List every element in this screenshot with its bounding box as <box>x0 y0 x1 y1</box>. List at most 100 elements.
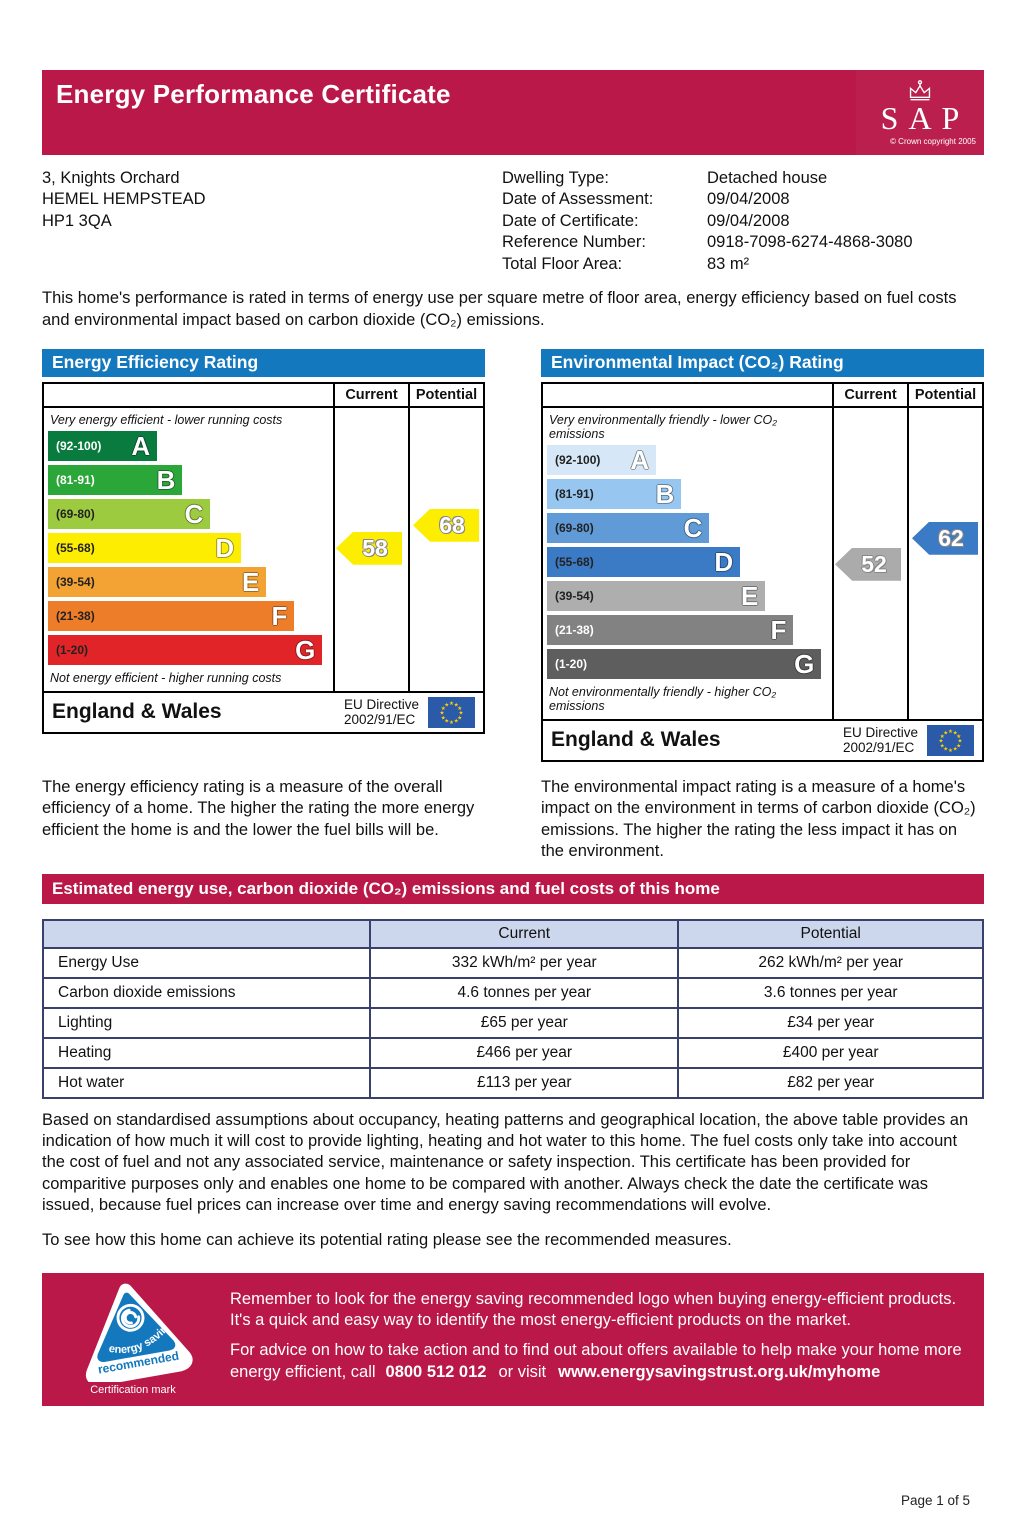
current-header-cell: Current <box>369 918 680 949</box>
potential-column <box>907 407 982 719</box>
rating-band-a: (92-100) A <box>48 430 328 461</box>
rating-band-b: (81-91) B <box>547 478 827 509</box>
page-title: Energy Performance Certificate <box>56 79 451 109</box>
header-banner: Energy Performance Certificate SAP © Cro… <box>42 70 984 155</box>
svg-text:★: ★ <box>441 705 446 711</box>
svg-text:★: ★ <box>956 733 961 739</box>
energy-saving-advice-1: Remember to look for the energy saving r… <box>230 1289 957 1330</box>
svg-text:★: ★ <box>449 720 454 726</box>
svg-text:★: ★ <box>454 702 459 708</box>
potential-header-cell: Potential <box>677 918 984 949</box>
rating-band-d: (55-68) D <box>48 532 328 563</box>
epc-page: Energy Performance Certificate SAP © Cro… <box>0 70 1024 1519</box>
region-name: England & Wales <box>551 728 721 752</box>
energy-cost-table: Current Potential Energy Use 332 kWh/m² p… <box>41 918 984 1099</box>
potential-column-header: Potential <box>907 383 982 406</box>
rating-band-g: (1-20) G <box>547 648 827 679</box>
rating-charts: Energy Efficiency Rating Current Potenti… <box>42 348 984 762</box>
crown-icon <box>909 79 931 100</box>
top-note: Very energy efficient - lower running co… <box>50 412 283 427</box>
svg-text:★: ★ <box>953 746 958 752</box>
eu-flag-icon: ★ ★★★★★★★★★★★ <box>927 724 974 756</box>
sap-copyright: © Crown copyright 2005 <box>890 136 976 146</box>
svg-text:★: ★ <box>943 730 948 736</box>
environmental-impact-chart: Environmental Impact (CO₂) Rating Curren… <box>541 348 984 762</box>
current-column-header: Current <box>832 383 907 406</box>
detail-row: Date of Certificate: 09/04/2008 <box>502 211 790 230</box>
sap-letters: SAP <box>880 99 970 136</box>
certification-mark-label: Certification mark <box>90 1383 176 1396</box>
address-line: HP1 3QA <box>42 211 112 230</box>
eu-flag-icon: ★ ★★★★★★★★★★★ <box>428 696 475 728</box>
chart-title: Energy Efficiency Rating <box>42 348 485 377</box>
recommended-measures-text: To see how this home can achieve its pot… <box>42 1230 732 1249</box>
rating-band-a: (92-100) A <box>547 444 827 475</box>
property-address: 3, Knights Orchard HEMEL HEMPSTEAD HP1 3… <box>42 168 502 275</box>
svg-text:★: ★ <box>457 705 462 711</box>
page-number: Page 1 of 5 <box>900 1493 970 1508</box>
rating-band-c: (69-80) C <box>48 498 328 529</box>
current-column <box>832 407 907 719</box>
eu-directive: EU Directive 2002/91/EC <box>842 724 918 756</box>
bottom-note: Not energy efficient - higher running co… <box>50 670 282 685</box>
region-row: England & Wales EU Directive 2002/91/EC … <box>543 718 982 760</box>
svg-text:★: ★ <box>459 710 464 716</box>
detail-row: Reference Number: 0918-7098-6274-4868-308… <box>502 233 913 252</box>
chart-title: Environmental Impact (CO₂) Rating <box>541 348 984 377</box>
energy-saving-advice-2: For advice on how to take action and to … <box>230 1341 962 1381</box>
sap-logo: SAP © Crown copyright 2005 <box>856 70 984 155</box>
eu-directive: EU Directive 2002/91/EC <box>343 696 419 728</box>
table-row: Heating £466 per year £400 per year <box>41 1036 984 1069</box>
energy-saving-logo: energy saving recommended <box>73 1282 193 1382</box>
bottom-note: Not environmentally friendly - higher CO… <box>549 684 777 713</box>
svg-text:★: ★ <box>444 702 449 708</box>
website-url[interactable]: www.energysavingstrust.org.uk/myhome <box>558 1362 881 1381</box>
intro-text: This home's performance is rated in term… <box>42 289 957 330</box>
detail-row: Dwelling Type: Detached house <box>502 169 828 187</box>
estimated-use-banner: Estimated energy use, carbon dioxide (CO… <box>42 873 984 904</box>
chart-descriptions: The energy efficiency rating is a measur… <box>42 777 984 863</box>
current-column <box>333 407 408 691</box>
address-line: 3, Knights Orchard <box>42 169 180 187</box>
detail-row: Date of Assessment: 09/04/2008 <box>502 190 790 209</box>
assumptions-text: Based on standardised assumptions about … <box>42 1110 969 1215</box>
svg-text:★: ★ <box>940 743 945 749</box>
svg-text:★: ★ <box>440 710 445 716</box>
potential-column <box>408 407 483 691</box>
phone-number: 0800 512 012 <box>385 1362 487 1381</box>
property-details: Dwelling Type: Detached house Date of Ass… <box>502 168 984 275</box>
svg-text:★: ★ <box>943 746 948 752</box>
svg-text:★: ★ <box>449 701 454 707</box>
rating-band-e: (39-54) E <box>48 566 328 597</box>
current-column-header: Current <box>333 383 408 406</box>
svg-text:★: ★ <box>953 730 958 736</box>
detail-row: Total Floor Area: 83 m² <box>502 254 750 273</box>
svg-text:★: ★ <box>441 715 446 721</box>
energy-saving-banner: energy saving recommended Certification … <box>42 1272 984 1406</box>
region-name: England & Wales <box>52 700 222 724</box>
svg-text:★: ★ <box>454 718 459 724</box>
svg-text:★: ★ <box>956 743 961 749</box>
rating-band-e: (39-54) E <box>547 580 827 611</box>
table-row: Carbon dioxide emissions 4.6 tonnes per y… <box>41 976 984 1009</box>
rating-band-g: (1-20) G <box>48 634 328 665</box>
table-header-row: Current Potential <box>41 918 984 949</box>
svg-text:★: ★ <box>444 718 449 724</box>
potential-column-header: Potential <box>408 383 483 406</box>
top-note: Very environmentally friendly - lower CO… <box>549 412 777 441</box>
property-section: 3, Knights Orchard HEMEL HEMPSTEAD HP1 3… <box>42 168 984 275</box>
svg-text:★: ★ <box>457 715 462 721</box>
rating-band-b: (81-91) B <box>48 464 328 495</box>
rating-band-d: (55-68) D <box>547 546 827 577</box>
address-line: HEMEL HEMPSTEAD <box>42 190 206 209</box>
region-row: England & Wales EU Directive 2002/91/EC … <box>44 690 483 732</box>
rating-band-f: (21-38) F <box>547 614 827 645</box>
rating-band-f: (21-38) F <box>48 600 328 631</box>
svg-text:★: ★ <box>948 748 953 754</box>
svg-text:★: ★ <box>948 729 953 735</box>
table-row: Lighting £65 per year £34 per year <box>41 1006 984 1039</box>
svg-text:★: ★ <box>939 738 944 744</box>
energy-efficiency-chart: Energy Efficiency Rating Current Potenti… <box>42 348 485 762</box>
svg-text:★: ★ <box>958 738 963 744</box>
table-row: Hot water £113 per year £82 per year <box>41 1066 984 1099</box>
